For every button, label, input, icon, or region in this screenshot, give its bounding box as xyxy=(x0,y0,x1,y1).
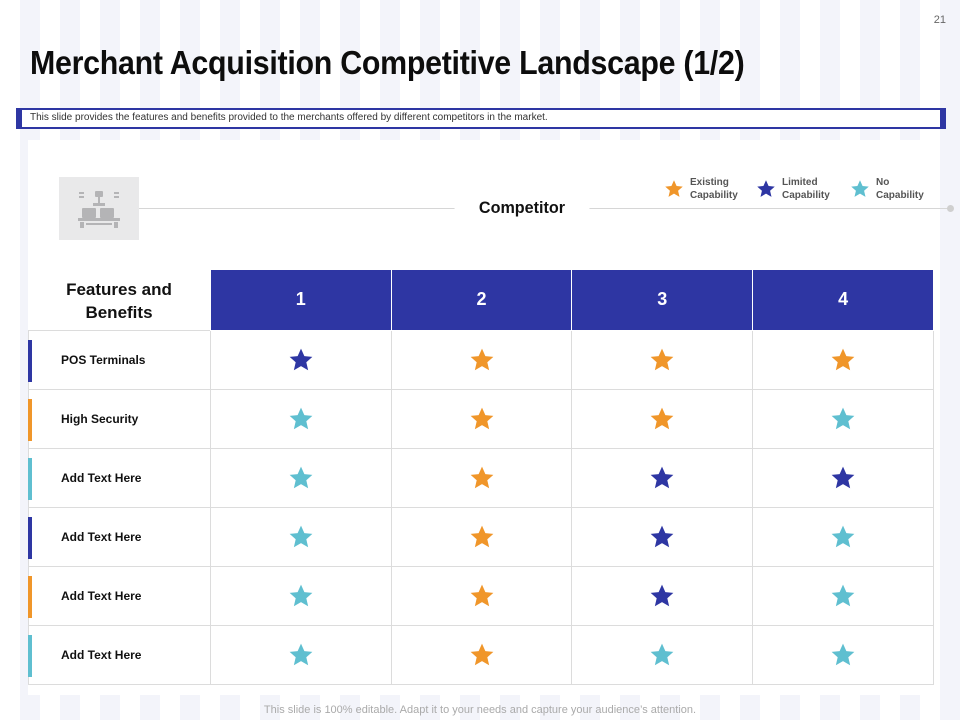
competitor-icon-box xyxy=(59,177,139,240)
star-icon xyxy=(470,407,493,429)
rating-cell xyxy=(209,447,392,508)
row-accent-bar xyxy=(28,575,32,618)
legend-item-existing: Existing Capability xyxy=(664,176,738,202)
star-icon xyxy=(470,466,493,488)
star-icon xyxy=(831,584,855,606)
rating-cell xyxy=(209,624,392,685)
rating-cell xyxy=(390,329,573,390)
row-label: Add Text Here xyxy=(28,565,211,626)
row-label-text: Add Text Here xyxy=(61,588,142,603)
row-accent-bar xyxy=(28,457,32,500)
star-icon xyxy=(650,525,674,547)
star-icon xyxy=(650,348,674,370)
rating-cell xyxy=(571,447,754,508)
star-icon xyxy=(650,466,674,488)
rating-cell xyxy=(390,447,573,508)
row-label-text: High Security xyxy=(61,411,139,426)
row-label: High Security xyxy=(28,388,211,449)
rating-cell xyxy=(209,329,392,390)
row-label: Add Text Here xyxy=(28,506,211,567)
rating-cell xyxy=(752,329,934,390)
legend-label-none: No Capability xyxy=(876,177,924,201)
slide-title: Merchant Acquisition Competitive Landsca… xyxy=(30,44,745,81)
rating-cell xyxy=(752,624,934,685)
legend-label-existing: Existing Capability xyxy=(690,177,738,201)
row-label: Add Text Here xyxy=(28,447,211,508)
rating-cell xyxy=(390,565,573,626)
legend-item-limited: Limited Capability xyxy=(756,176,830,202)
row-accent-bar xyxy=(28,516,32,559)
star-icon xyxy=(470,643,493,665)
capability-table: 1 2 3 4 POS Terminals High Security Add Te… xyxy=(28,270,934,685)
star-icon xyxy=(650,643,674,665)
rating-cell xyxy=(209,565,392,626)
rating-cell xyxy=(209,388,392,449)
rating-cell xyxy=(752,447,934,508)
star-icon xyxy=(289,466,313,488)
row-label: POS Terminals xyxy=(28,329,211,390)
row-accent-bar xyxy=(28,339,32,382)
rating-cell xyxy=(571,506,754,567)
star-icon xyxy=(757,180,775,197)
rating-cell xyxy=(571,329,754,390)
table-row: Add Text Here xyxy=(28,506,934,567)
rating-cell xyxy=(390,624,573,685)
rating-cell xyxy=(752,388,934,449)
star-icon xyxy=(470,525,493,547)
table-header-row: 1 2 3 4 xyxy=(29,270,934,331)
star-icon xyxy=(831,348,855,370)
legend-item-none: No Capability xyxy=(850,176,924,202)
table-row: Add Text Here xyxy=(28,447,934,508)
subtitle-text: This slide provides the features and ben… xyxy=(30,112,548,123)
table-row: Add Text Here xyxy=(28,565,934,626)
star-icon xyxy=(831,643,855,665)
star-icon xyxy=(851,180,869,197)
star-icon xyxy=(289,407,313,429)
row-label: Add Text Here xyxy=(28,624,211,685)
table-row: High Security xyxy=(28,388,934,449)
star-icon xyxy=(470,584,493,606)
column-header-1: 1 xyxy=(209,270,392,331)
star-icon xyxy=(650,584,674,606)
page-number: 21 xyxy=(933,14,946,26)
row-accent-bar xyxy=(28,634,32,677)
rating-cell xyxy=(390,506,573,567)
star-icon xyxy=(650,407,674,429)
star-icon xyxy=(831,525,855,547)
rating-cell xyxy=(752,506,934,567)
star-icon xyxy=(289,348,313,370)
row-accent-bar xyxy=(28,398,32,441)
rating-cell xyxy=(571,388,754,449)
row-label-text: Add Text Here xyxy=(61,470,142,485)
star-icon xyxy=(831,407,855,429)
rating-cell xyxy=(390,388,573,449)
subtitle-bar: This slide provides the features and ben… xyxy=(16,108,946,129)
star-icon xyxy=(665,180,683,197)
column-header-3: 3 xyxy=(571,270,754,331)
rating-cell xyxy=(209,506,392,567)
table-row: Add Text Here xyxy=(28,624,934,685)
star-icon xyxy=(289,525,313,547)
column-header-4: 4 xyxy=(752,270,934,331)
competitor-label: Competitor xyxy=(454,189,590,227)
production-line-icon xyxy=(78,190,120,228)
row-label-text: POS Terminals xyxy=(61,352,146,367)
features-header: Features and Benefits xyxy=(66,280,172,322)
column-header-2: 2 xyxy=(390,270,573,331)
table-row: POS Terminals xyxy=(28,329,934,390)
star-icon xyxy=(470,348,493,370)
star-icon xyxy=(289,584,313,606)
star-icon xyxy=(289,643,313,665)
star-icon xyxy=(831,466,855,488)
row-label-text: Add Text Here xyxy=(61,647,142,662)
rating-cell xyxy=(571,624,754,685)
rating-cell xyxy=(752,565,934,626)
legend-label-limited: Limited Capability xyxy=(782,177,830,201)
rating-cell xyxy=(571,565,754,626)
connector-dot xyxy=(947,205,954,212)
row-label-text: Add Text Here xyxy=(61,529,142,544)
slide-footer: This slide is 100% editable. Adapt it to… xyxy=(263,704,697,716)
